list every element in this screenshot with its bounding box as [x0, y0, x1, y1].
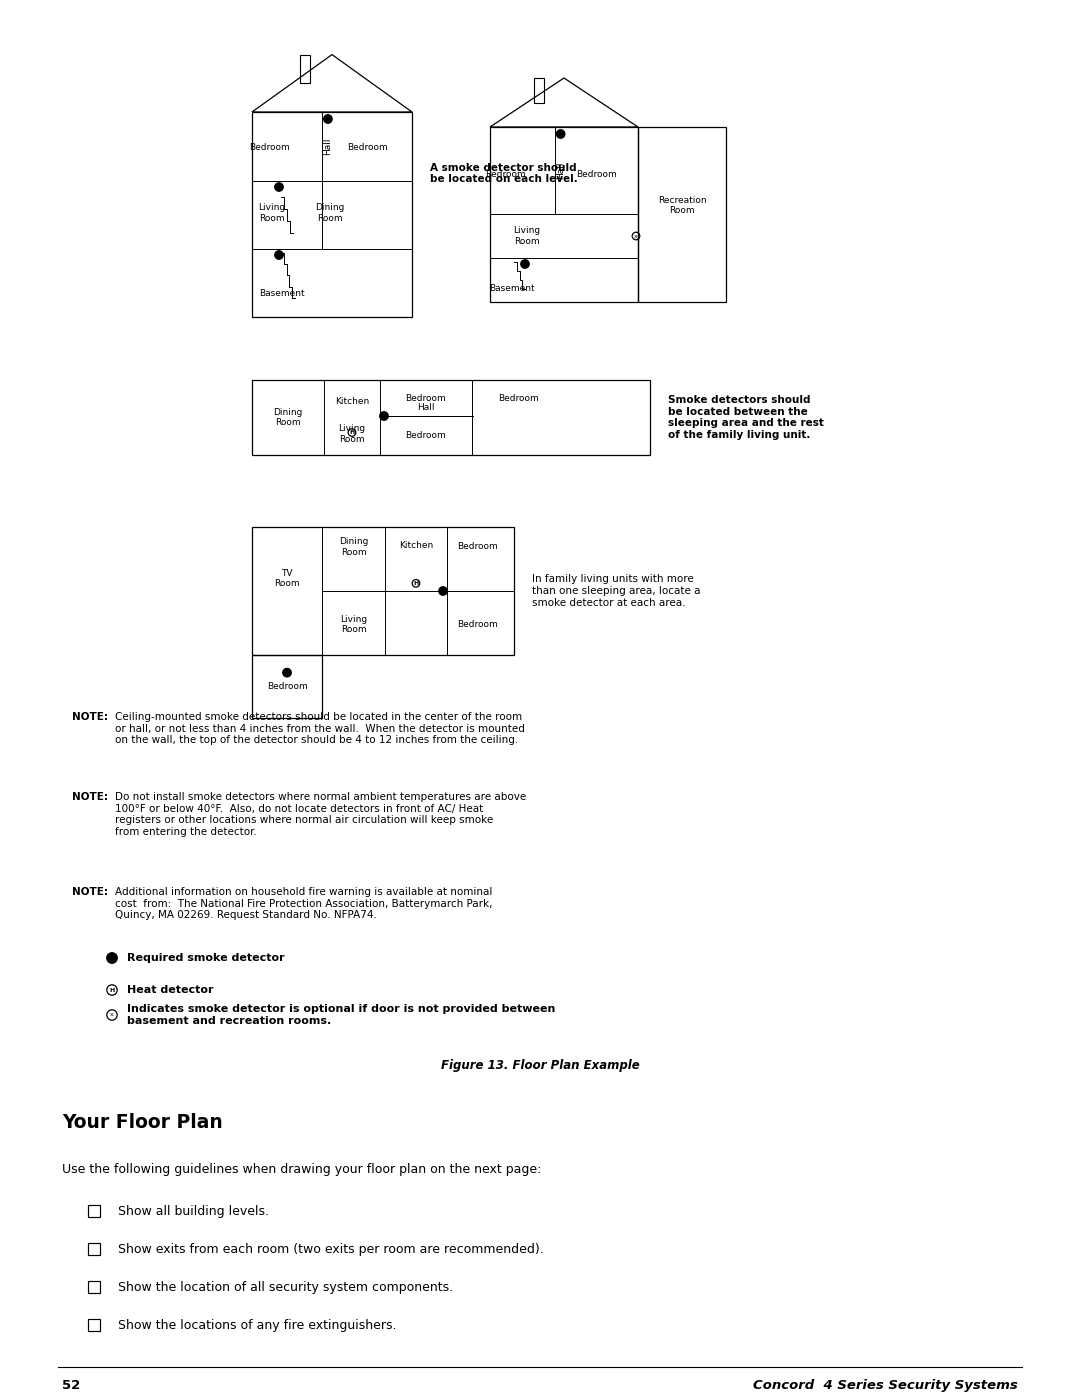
Text: Your Floor Plan: Your Floor Plan — [62, 1113, 222, 1132]
Text: NOTE:: NOTE: — [72, 887, 108, 897]
Text: Show the locations of any fire extinguishers.: Show the locations of any fire extinguis… — [118, 1319, 396, 1331]
Text: Living
Room: Living Room — [258, 204, 285, 222]
Text: Bedroom: Bedroom — [458, 620, 498, 629]
Text: Bedroom: Bedroom — [406, 394, 446, 402]
Text: Required smoke detector: Required smoke detector — [127, 953, 285, 963]
Text: Dining
Room: Dining Room — [315, 204, 345, 222]
Circle shape — [107, 953, 118, 963]
Text: Hall: Hall — [417, 402, 435, 412]
Text: Ceiling-mounted smoke detectors should be located in the center of the room
or h: Ceiling-mounted smoke detectors should b… — [114, 712, 525, 745]
Text: Show all building levels.: Show all building levels. — [118, 1204, 269, 1218]
Text: Basement: Basement — [489, 284, 535, 292]
Text: Smoke detectors should
be located between the
sleeping area and the rest
of the : Smoke detectors should be located betwee… — [669, 395, 824, 440]
Text: Living
Room: Living Room — [338, 425, 365, 444]
Text: H: H — [109, 988, 114, 992]
Text: Show the location of all security system components.: Show the location of all security system… — [118, 1281, 454, 1294]
Bar — [252, 112, 411, 317]
Text: 52: 52 — [62, 1379, 80, 1391]
Text: NOTE:: NOTE: — [72, 712, 108, 722]
Text: Hall: Hall — [556, 162, 565, 179]
Text: Basement: Basement — [259, 289, 305, 298]
Text: Kitchen: Kitchen — [335, 397, 369, 405]
Circle shape — [521, 260, 529, 268]
Text: Concord  4 Series Security Systems: Concord 4 Series Security Systems — [753, 1379, 1018, 1391]
Text: Hall: Hall — [323, 138, 333, 155]
Text: Bedroom: Bedroom — [498, 394, 538, 402]
Circle shape — [324, 115, 333, 123]
Text: Bedroom: Bedroom — [458, 542, 498, 550]
Text: H: H — [349, 430, 354, 434]
Text: Show exits from each room (two exits per room are recommended).: Show exits from each room (two exits per… — [118, 1242, 543, 1256]
Circle shape — [274, 183, 283, 191]
Text: Use the following guidelines when drawing your floor plan on the next page:: Use the following guidelines when drawin… — [62, 1162, 541, 1176]
Bar — [252, 655, 322, 718]
Text: Recreation
Room: Recreation Room — [658, 196, 706, 215]
Text: Bedroom: Bedroom — [406, 432, 446, 440]
Bar — [87, 1206, 99, 1217]
Bar — [300, 54, 310, 84]
Text: Figure 13. Floor Plan Example: Figure 13. Floor Plan Example — [441, 1059, 639, 1071]
Bar — [252, 380, 650, 455]
Circle shape — [380, 412, 388, 420]
Circle shape — [438, 587, 447, 595]
Text: Bedroom: Bedroom — [577, 169, 617, 179]
Text: Bedroom: Bedroom — [485, 169, 525, 179]
Text: Indicates smoke detector is optional if door is not provided between
basement an: Indicates smoke detector is optional if … — [127, 1004, 555, 1025]
Text: Bedroom: Bedroom — [267, 682, 308, 692]
Text: Bedroom: Bedroom — [347, 142, 388, 151]
Text: Bedroom: Bedroom — [249, 142, 291, 151]
Text: Living
Room: Living Room — [340, 615, 367, 634]
Bar — [87, 1281, 99, 1292]
Text: Living
Room: Living Room — [513, 226, 541, 246]
Circle shape — [556, 130, 565, 138]
Bar — [87, 1243, 99, 1255]
Text: In family living units with more
than one sleeping area, locate a
smoke detector: In family living units with more than on… — [532, 574, 701, 608]
Text: Additional information on household fire warning is available at nominal
cost  f: Additional information on household fire… — [114, 887, 492, 921]
Circle shape — [274, 251, 283, 260]
Circle shape — [283, 668, 292, 676]
Text: A smoke detector should
be located on each level.: A smoke detector should be located on ea… — [430, 162, 578, 184]
Bar — [252, 527, 514, 655]
Bar — [535, 78, 544, 102]
Text: Do not install smoke detectors where normal ambient temperatures are above
100°F: Do not install smoke detectors where nor… — [114, 792, 526, 837]
Text: TV
Room: TV Room — [274, 569, 300, 588]
Text: H: H — [414, 581, 419, 585]
Bar — [87, 1319, 99, 1331]
Text: Kitchen: Kitchen — [399, 541, 433, 549]
Text: Dining
Room: Dining Room — [339, 538, 368, 556]
Bar — [638, 127, 726, 302]
Text: Heat detector: Heat detector — [127, 985, 214, 995]
Bar — [490, 127, 638, 302]
Text: x: x — [110, 1013, 113, 1017]
Text: NOTE:: NOTE: — [72, 792, 108, 802]
Text: x: x — [634, 233, 638, 239]
Text: Dining
Room: Dining Room — [273, 408, 302, 427]
